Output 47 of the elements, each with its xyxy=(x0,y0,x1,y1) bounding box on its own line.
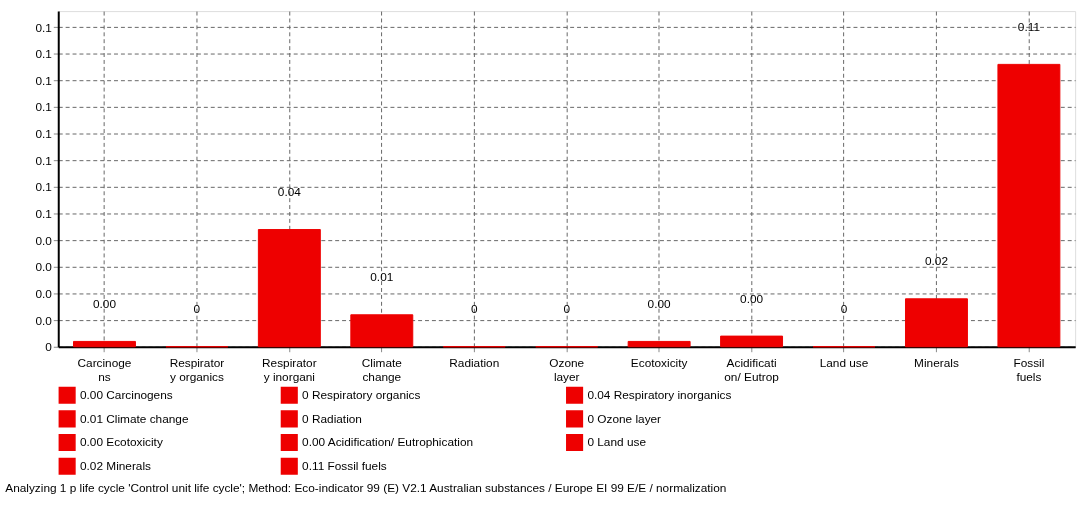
legend-label: 0 Radiation xyxy=(302,411,362,426)
data-label: 0 xyxy=(563,302,571,317)
legend-label: 0.04 Respiratory inorganics xyxy=(587,388,732,403)
data-label: 0.00 xyxy=(740,291,764,306)
y-tick-label: 0.1 xyxy=(35,180,52,195)
y-tick-label: 0.1 xyxy=(35,73,52,88)
y-tick-label: 0.0 xyxy=(35,313,53,328)
y-tick-label: 0.1 xyxy=(35,153,52,168)
y-tick-label: 0.1 xyxy=(35,47,52,62)
data-label: 0.00 xyxy=(92,296,117,311)
data-label: 0 xyxy=(840,302,848,317)
x-tick-label: Fossil fuels xyxy=(1013,356,1045,384)
x-tick-label: Acidificati on/ Eutrop xyxy=(724,356,780,384)
x-tick-label: Respirator y organics xyxy=(169,356,225,384)
y-tick-label: 0.1 xyxy=(35,127,52,142)
x-tick-label: Land use xyxy=(819,356,869,370)
data-label: 0.11 xyxy=(1017,19,1040,34)
y-tick-label: 0 xyxy=(45,340,53,355)
legend-label: 0.02 Minerals xyxy=(79,459,152,474)
data-label: 0.01 xyxy=(370,270,394,285)
y-tick-label: 0.0 xyxy=(35,286,53,301)
data-label: 0.00 xyxy=(647,296,672,311)
legend-label: 0.00 Ecotoxicity xyxy=(79,435,163,450)
data-label: 0 xyxy=(470,302,478,317)
legend-label: 0.01 Climate change xyxy=(79,411,189,426)
y-tick-label: 0.1 xyxy=(35,20,52,35)
legend-label: 0 Respiratory organics xyxy=(302,388,421,403)
legend-label: 0 Ozone layer xyxy=(587,411,662,426)
y-tick-label: 0.1 xyxy=(35,207,52,222)
x-tick-label: Climate change xyxy=(361,356,403,384)
x-tick-label: Carcinoge ns xyxy=(77,356,132,384)
legend-label: 0 Land use xyxy=(587,435,647,450)
x-tick-label: Respirator y inorgani xyxy=(262,356,317,384)
legend-label: 0.11 Fossil fuels xyxy=(302,459,387,474)
text: Analyzing 1 p life cycle 'Control unit life cycle'; Method: Eco-indicator 99 (E) V2.1 Australian substances / Europe EI 99 E/E / normalization xyxy=(5,480,727,495)
x-tick-label: Ozone layer xyxy=(549,356,585,384)
data-label: 0 xyxy=(193,302,201,317)
x-tick-label: Ecotoxicity xyxy=(630,356,688,370)
y-tick-label: 0.0 xyxy=(35,260,53,275)
y-tick-label: 0.1 xyxy=(35,100,52,115)
data-label: 0.04 xyxy=(277,184,302,199)
legend-label: 0.00 Carcinogens xyxy=(79,388,173,403)
y-tick-label: 0.0 xyxy=(35,233,53,248)
data-label: 0.02 xyxy=(924,254,948,269)
legend-label: 0.00 Acidification/ Eutrophication xyxy=(302,435,474,450)
x-tick-label: Radiation xyxy=(449,356,500,370)
x-tick-label: Minerals xyxy=(914,356,959,370)
